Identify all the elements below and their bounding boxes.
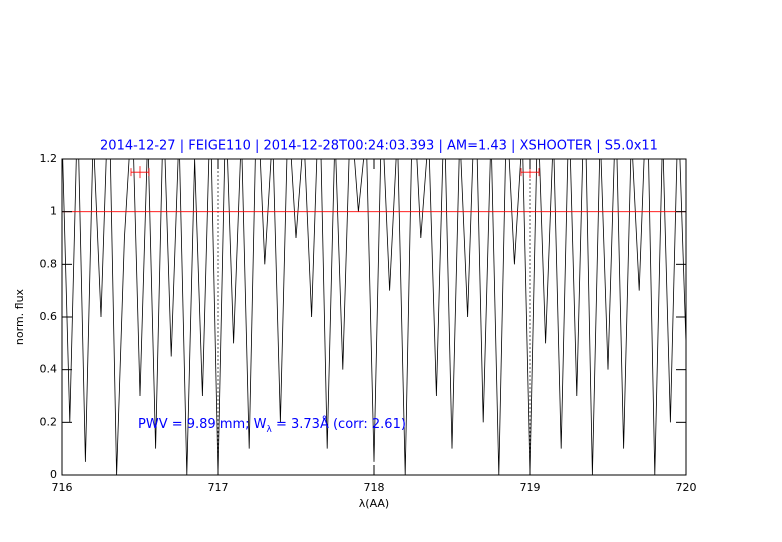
plot-area xyxy=(62,159,686,475)
marker xyxy=(130,166,150,179)
annotation: PWV = 9.89 mm; Wλ = 3.73Å (corr: 2.61) xyxy=(138,416,406,435)
spectrum-line xyxy=(62,159,686,475)
x-tick-label: 718 xyxy=(364,481,385,494)
y-axis-label: norm. flux xyxy=(13,288,26,345)
y-tick-label: 0.4 xyxy=(40,363,58,376)
y-tick-label: 1.2 xyxy=(40,152,58,165)
y-tick-label: 0 xyxy=(50,468,57,481)
x-tick-label: 719 xyxy=(520,481,541,494)
y-tick-label: 0.6 xyxy=(40,310,58,323)
annotation-text: PWV = 9.89 mm; W xyxy=(138,417,267,432)
x-tick-label: 716 xyxy=(52,481,73,494)
annotation-text: = 3.73Å (corr: 2.61) xyxy=(272,416,406,432)
annotation-subscript: λ xyxy=(267,425,273,435)
y-tick-label: 1 xyxy=(50,205,57,218)
x-tick-label: 720 xyxy=(676,481,697,494)
x-axis-label: λ(AA) xyxy=(359,497,389,510)
y-tick-label: 0.8 xyxy=(40,257,58,270)
chart-title: 2014-12-27 | FEIGE110 | 2014-12-28T00:24… xyxy=(100,139,658,154)
marker xyxy=(520,166,540,179)
y-tick-label: 0.2 xyxy=(40,415,58,428)
x-tick-label: 717 xyxy=(208,481,229,494)
